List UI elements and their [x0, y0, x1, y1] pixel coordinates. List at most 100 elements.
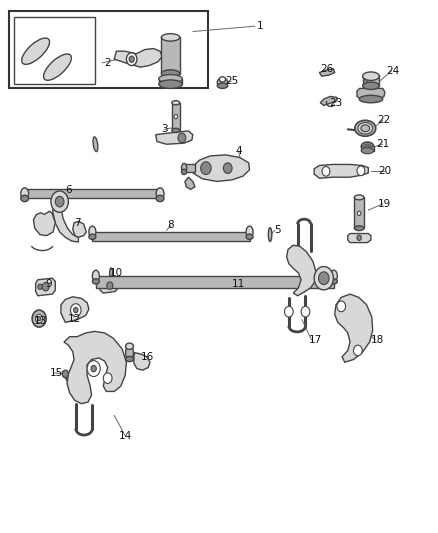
Circle shape — [201, 162, 211, 174]
Circle shape — [357, 166, 365, 175]
Circle shape — [357, 211, 361, 215]
Polygon shape — [185, 177, 195, 189]
Ellipse shape — [361, 142, 374, 151]
Ellipse shape — [246, 234, 253, 239]
Circle shape — [32, 310, 46, 327]
Ellipse shape — [330, 279, 337, 284]
Text: 19: 19 — [378, 199, 391, 209]
Circle shape — [223, 163, 232, 173]
Circle shape — [37, 317, 41, 321]
Polygon shape — [348, 233, 371, 243]
Circle shape — [322, 166, 330, 176]
Bar — [172, 103, 180, 131]
Text: 13: 13 — [34, 316, 47, 326]
Ellipse shape — [126, 345, 134, 360]
Circle shape — [91, 366, 96, 372]
Circle shape — [38, 284, 42, 289]
Text: 24: 24 — [386, 66, 399, 76]
Ellipse shape — [156, 195, 164, 201]
Ellipse shape — [159, 75, 182, 83]
Bar — [354, 197, 364, 228]
Circle shape — [74, 308, 78, 313]
Circle shape — [353, 345, 362, 356]
Ellipse shape — [364, 144, 371, 149]
Polygon shape — [155, 131, 193, 144]
Ellipse shape — [363, 82, 379, 90]
Polygon shape — [320, 96, 337, 106]
Circle shape — [337, 301, 346, 312]
Ellipse shape — [89, 226, 96, 238]
Ellipse shape — [126, 343, 134, 350]
Ellipse shape — [21, 188, 28, 199]
Text: 23: 23 — [329, 98, 343, 108]
Text: 4: 4 — [235, 146, 242, 156]
Ellipse shape — [21, 195, 28, 201]
Circle shape — [42, 282, 49, 291]
Circle shape — [107, 282, 113, 289]
Circle shape — [71, 304, 81, 317]
Bar — [96, 276, 334, 288]
Text: 6: 6 — [65, 185, 72, 196]
Text: 9: 9 — [46, 279, 52, 288]
Polygon shape — [61, 297, 89, 322]
Ellipse shape — [355, 120, 376, 136]
Circle shape — [301, 306, 310, 317]
Text: 7: 7 — [74, 218, 81, 228]
Text: 10: 10 — [110, 268, 123, 278]
Bar — [92, 232, 250, 241]
Ellipse shape — [156, 188, 164, 199]
Ellipse shape — [246, 226, 253, 238]
Text: 22: 22 — [378, 115, 391, 125]
Ellipse shape — [92, 270, 99, 282]
Circle shape — [103, 373, 112, 383]
Ellipse shape — [89, 234, 96, 239]
Text: 20: 20 — [378, 166, 392, 176]
Circle shape — [87, 361, 100, 376]
Polygon shape — [287, 245, 316, 296]
Bar — [159, 79, 182, 84]
Ellipse shape — [43, 54, 71, 80]
Ellipse shape — [359, 95, 383, 103]
Polygon shape — [134, 353, 150, 370]
Text: 18: 18 — [371, 335, 384, 345]
Ellipse shape — [354, 195, 364, 200]
Ellipse shape — [358, 123, 373, 134]
Text: 21: 21 — [376, 139, 389, 149]
Ellipse shape — [22, 38, 49, 64]
Polygon shape — [73, 221, 86, 237]
Polygon shape — [99, 278, 119, 293]
Ellipse shape — [217, 83, 228, 88]
Text: 17: 17 — [308, 335, 321, 345]
Text: 11: 11 — [232, 279, 245, 288]
Circle shape — [51, 191, 68, 212]
Polygon shape — [52, 197, 78, 242]
Ellipse shape — [161, 70, 180, 77]
Ellipse shape — [93, 137, 98, 151]
Ellipse shape — [92, 279, 99, 284]
Ellipse shape — [217, 78, 228, 87]
Circle shape — [129, 56, 134, 62]
Circle shape — [55, 196, 64, 207]
Circle shape — [364, 79, 367, 84]
Ellipse shape — [161, 34, 180, 41]
Text: 15: 15 — [50, 368, 63, 378]
Polygon shape — [64, 332, 127, 403]
Text: 8: 8 — [168, 220, 174, 230]
Polygon shape — [33, 211, 55, 236]
Circle shape — [285, 306, 293, 317]
Bar — [184, 164, 195, 172]
Text: 16: 16 — [140, 352, 154, 362]
Polygon shape — [335, 294, 373, 362]
Polygon shape — [114, 49, 162, 67]
Circle shape — [178, 133, 186, 143]
Text: 3: 3 — [161, 124, 168, 134]
Circle shape — [35, 314, 42, 323]
Text: 5: 5 — [275, 225, 281, 236]
Bar — [361, 147, 374, 151]
Circle shape — [127, 53, 137, 66]
Text: 12: 12 — [68, 313, 81, 324]
Ellipse shape — [330, 270, 337, 282]
Text: 25: 25 — [226, 77, 239, 86]
Bar — [161, 37, 180, 74]
Circle shape — [62, 370, 68, 377]
